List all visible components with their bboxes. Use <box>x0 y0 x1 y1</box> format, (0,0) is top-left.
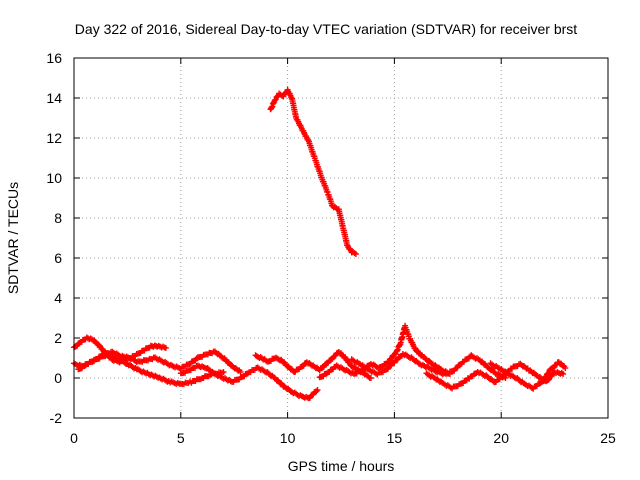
grid-lines <box>74 58 608 418</box>
chart-title: Day 322 of 2016, Sidereal Day-to-day VTE… <box>75 21 577 37</box>
data-point <box>314 387 321 393</box>
data-point <box>544 370 551 377</box>
data-points <box>71 86 569 402</box>
x-tick-label: 5 <box>177 430 185 446</box>
x-tick-label: 25 <box>600 430 616 446</box>
data-point <box>367 375 374 381</box>
y-tick-label: 12 <box>46 130 62 146</box>
y-tick-label: 16 <box>46 50 62 66</box>
y-tick-label: 6 <box>54 250 62 266</box>
x-tick-label: 20 <box>493 430 509 446</box>
y-tick-label: 8 <box>54 210 62 226</box>
x-tick-label: 0 <box>70 430 78 446</box>
x-axis-label: GPS time / hours <box>288 458 395 474</box>
data-point <box>162 345 169 351</box>
data-point <box>237 369 244 375</box>
data-point <box>220 369 227 375</box>
y-tick-label: -2 <box>50 410 63 426</box>
y-tick-label: 14 <box>46 90 62 106</box>
data-point <box>313 388 320 395</box>
x-tick-label: 10 <box>280 430 296 446</box>
y-tick-label: 2 <box>54 330 62 346</box>
x-tick-label: 15 <box>387 430 403 446</box>
plot-frame <box>73 57 609 419</box>
y-tick-label: 0 <box>54 370 62 386</box>
data-point <box>352 251 359 257</box>
data-point <box>562 365 569 371</box>
y-tick-label: 10 <box>46 170 62 186</box>
y-tick-label: 4 <box>54 290 62 306</box>
data-point <box>560 371 567 377</box>
data-point <box>538 379 545 385</box>
data-point <box>542 374 549 381</box>
axis-ticks: 0 5 10 15 20 25 -2 0 2 4 6 8 10 12 14 16 <box>46 50 616 446</box>
y-axis-label: SDTVAR / TECUs <box>5 182 21 294</box>
